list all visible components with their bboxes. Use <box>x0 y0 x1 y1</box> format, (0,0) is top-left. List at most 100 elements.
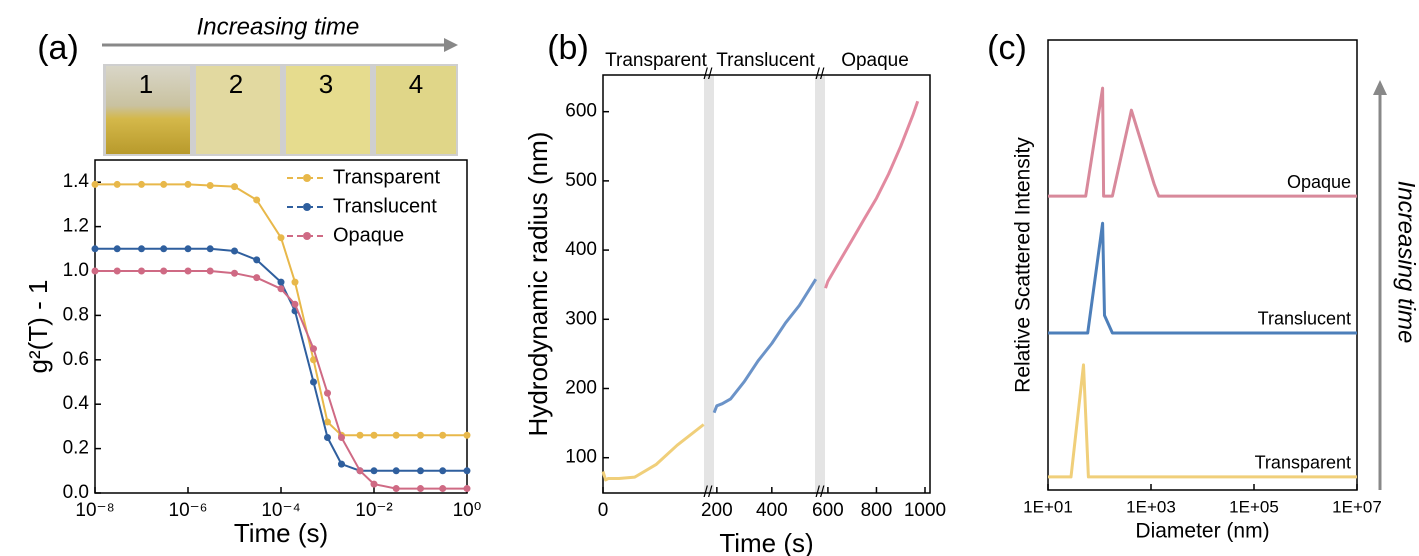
data-point <box>278 279 285 286</box>
data-point <box>138 268 145 275</box>
data-point <box>371 481 378 488</box>
data-point <box>160 268 167 275</box>
x-axis-label: Diameter (nm) <box>1135 520 1269 543</box>
data-point <box>138 181 145 188</box>
x-tick-label: 800 <box>861 500 893 521</box>
data-point <box>439 432 446 439</box>
data-point <box>464 467 471 474</box>
vial-label: 4 <box>409 69 423 99</box>
plot-frame <box>603 75 930 493</box>
series-header: Transparent <box>605 50 707 71</box>
data-point <box>278 285 285 292</box>
legend-label: Opaque <box>333 224 404 246</box>
data-point <box>92 268 99 275</box>
data-point <box>357 467 364 474</box>
figure: 10⁻⁸10⁻⁶10⁻⁴10⁻²10⁰0.00.20.40.60.81.01.2… <box>0 0 1419 556</box>
data-point <box>114 181 121 188</box>
y-tick-label: 1.0 <box>63 260 89 281</box>
data-point <box>253 274 260 281</box>
y-tick-label: 0.6 <box>63 349 89 370</box>
data-point <box>464 432 471 439</box>
legend-label: Translucent <box>333 195 437 217</box>
axis-break: // <box>816 66 825 83</box>
data-point <box>291 279 298 286</box>
data-point <box>160 245 167 252</box>
data-point <box>417 432 424 439</box>
panel-label: (b) <box>547 29 589 67</box>
data-point <box>114 245 121 252</box>
x-tick-label: 10⁰ <box>453 500 482 521</box>
x-tick-label: 600 <box>812 500 844 521</box>
x-tick-label: 1E+03 <box>1126 497 1176 516</box>
page: 10⁻⁸10⁻⁶10⁻⁴10⁻²10⁰0.00.20.40.60.81.01.2… <box>0 0 1419 556</box>
annotation: Increasing time <box>1393 181 1419 344</box>
data-point <box>207 182 214 189</box>
data-point <box>278 234 285 241</box>
y-tick-label: 300 <box>565 308 597 329</box>
series-line <box>826 101 918 288</box>
vial-label: 3 <box>319 69 333 99</box>
y-tick-label: 500 <box>565 170 597 191</box>
y-tick-label: 0.0 <box>63 482 89 503</box>
break-band <box>704 75 714 493</box>
data-point <box>138 245 145 252</box>
x-tick-label: 10⁻² <box>355 500 393 521</box>
data-point <box>357 432 364 439</box>
x-tick-label: 10⁻⁶ <box>169 500 208 521</box>
x-tick-label: 1E+05 <box>1229 497 1279 516</box>
data-point <box>185 181 192 188</box>
x-tick-label: 400 <box>756 500 788 521</box>
series-header: Opaque <box>841 50 909 71</box>
data-point <box>338 461 345 468</box>
axis-break: // <box>704 484 713 501</box>
data-point <box>231 183 238 190</box>
data-point <box>231 270 238 277</box>
vial-label: 2 <box>229 69 243 99</box>
data-point <box>371 432 378 439</box>
data-point <box>92 245 99 252</box>
y-tick-label: 100 <box>565 447 597 468</box>
legend-marker <box>303 203 311 211</box>
data-point <box>253 256 260 263</box>
series-line <box>603 425 704 480</box>
arrow-head <box>1373 80 1387 95</box>
data-point <box>393 432 400 439</box>
data-point <box>160 181 167 188</box>
legend-marker <box>303 232 311 240</box>
data-point <box>393 485 400 492</box>
data-point <box>417 485 424 492</box>
data-point <box>114 268 121 275</box>
x-tick-label: 0 <box>598 500 609 521</box>
data-point <box>310 379 317 386</box>
data-point <box>338 434 345 441</box>
y-axis-label: Hydrodynamic radius (nm) <box>523 132 553 437</box>
data-point <box>185 268 192 275</box>
series-line <box>95 271 467 489</box>
y-tick-label: 200 <box>565 378 597 399</box>
annotation: Increasing time <box>197 13 360 40</box>
x-tick-label: 10⁻⁸ <box>75 500 114 521</box>
data-point <box>207 245 214 252</box>
data-point <box>439 467 446 474</box>
data-point <box>371 467 378 474</box>
x-tick-label: 1000 <box>904 500 946 521</box>
y-tick-label: 1.4 <box>63 171 90 192</box>
series-label: Opaque <box>1287 172 1351 192</box>
series-label: Transparent <box>1255 453 1351 473</box>
x-tick-label: 200 <box>701 500 733 521</box>
data-point <box>291 301 298 308</box>
data-point <box>185 245 192 252</box>
series-line <box>714 279 816 413</box>
y-tick-label: 600 <box>565 101 597 122</box>
data-point <box>92 181 99 188</box>
data-point <box>231 248 238 255</box>
data-point <box>310 345 317 352</box>
data-point <box>324 434 331 441</box>
x-axis-label: Time (s) <box>719 528 813 556</box>
y-axis-label: Relative Scattered Intensity <box>1012 137 1035 393</box>
series-header: Translucent <box>716 50 815 71</box>
x-tick-label: 1E+07 <box>1332 497 1382 516</box>
panel-label: (a) <box>37 29 79 67</box>
data-point <box>207 268 214 275</box>
legend-label: Transparent <box>333 166 441 188</box>
